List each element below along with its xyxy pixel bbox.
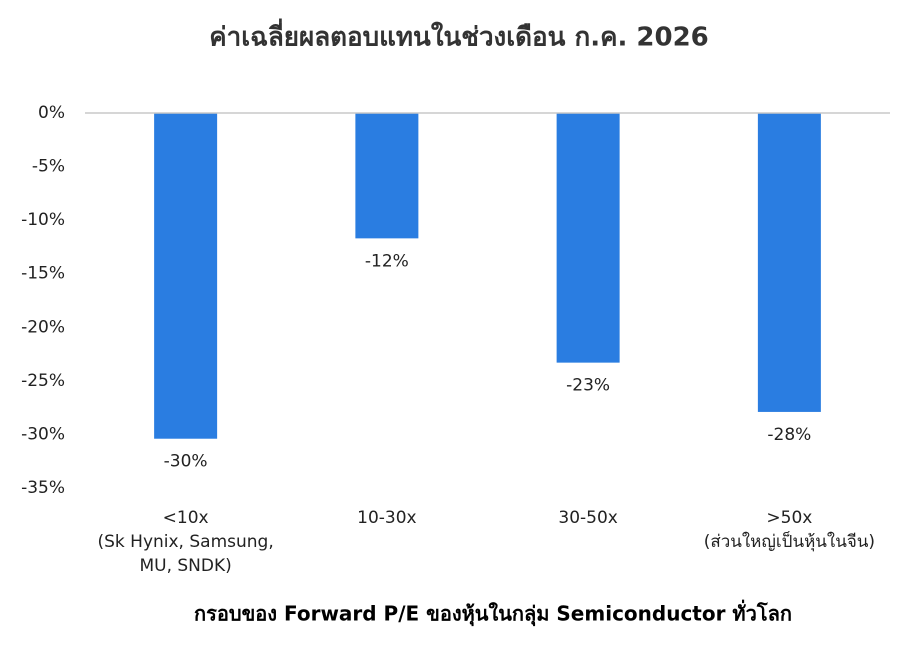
data-label: -12% <box>365 251 409 271</box>
x-tick-label: <10x <box>163 508 209 528</box>
data-label: -23% <box>566 376 610 396</box>
y-tick-label: -5% <box>32 157 65 177</box>
y-tick-label: -15% <box>21 264 65 284</box>
x-tick-label: (Sk Hynix, Samsung, <box>97 532 273 552</box>
bar <box>154 113 218 439</box>
bar <box>355 113 419 239</box>
x-tick-label: 30-50x <box>558 508 617 528</box>
bar <box>757 113 821 412</box>
x-axis-title: กรอบของ Forward P/E ของหุ้นในกลุ่ม Semic… <box>194 599 792 627</box>
x-tick-label: 10-30x <box>357 508 416 528</box>
y-tick-label: -35% <box>21 478 65 498</box>
y-tick-label: 0% <box>38 103 65 123</box>
y-tick-label: -20% <box>21 317 65 337</box>
x-tick-label: >50x <box>766 508 812 528</box>
y-tick-label: -25% <box>21 371 65 391</box>
x-tick-label: (ส่วนใหญ่เป็นหุ้นในจีน) <box>704 530 875 552</box>
chart-title: ค่าเฉลี่ยผลตอบแทนในช่วงเดือน ก.ค. 2026 <box>209 18 709 53</box>
data-label: -30% <box>164 452 208 472</box>
x-tick-label: MU, SNDK) <box>139 556 231 576</box>
y-tick-label: -30% <box>21 424 65 444</box>
y-tick-label: -10% <box>21 210 65 230</box>
bar <box>556 113 620 363</box>
data-label: -28% <box>767 425 811 445</box>
